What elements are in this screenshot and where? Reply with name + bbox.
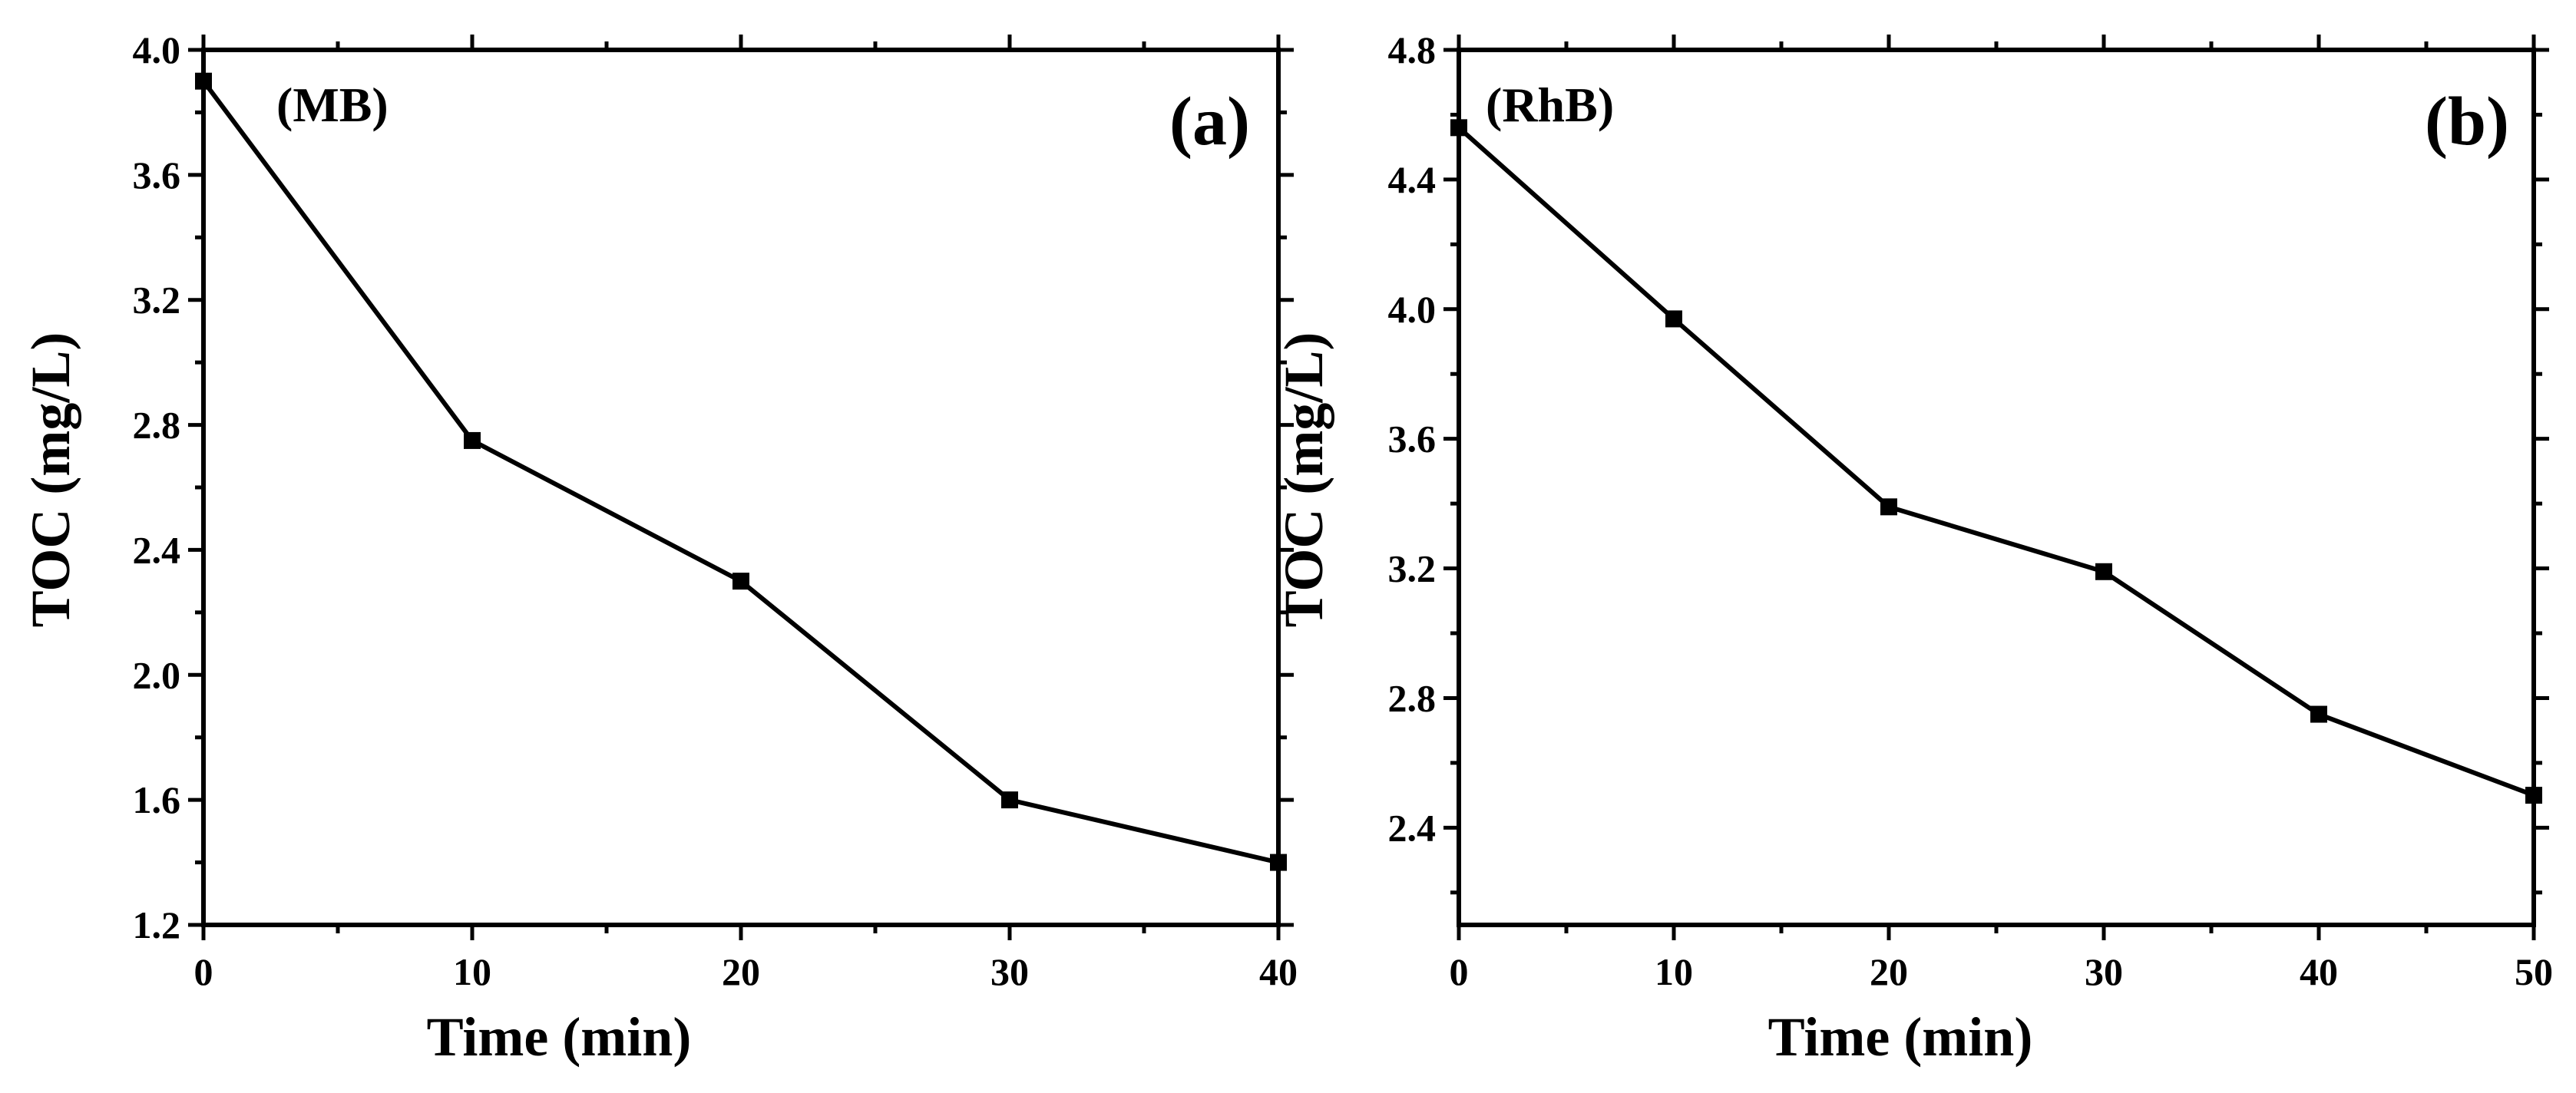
- x-tick-labels-b: 0 10 20 30 40 50: [1450, 950, 2554, 993]
- x-tick-label: 10: [1655, 950, 1693, 993]
- y-tick-label: 1.2: [133, 903, 181, 946]
- data-point-marker: [732, 573, 749, 590]
- y-tick-label: 4.0: [1388, 288, 1437, 331]
- x-tick-label: 20: [722, 950, 760, 993]
- data-point-marker: [2310, 705, 2327, 723]
- x-tick-label: 30: [990, 950, 1029, 993]
- plot-frame-b: [1457, 48, 2536, 927]
- x-tick-label: 20: [1870, 950, 1908, 993]
- data-point-marker: [1880, 498, 1897, 516]
- dye-annotation-a: (MB): [276, 78, 389, 132]
- data-point-marker: [195, 72, 212, 90]
- x-tick-label: 0: [1450, 950, 1469, 993]
- y-tick-label: 1.6: [133, 778, 181, 821]
- x-axis-title-b: Time (min): [1768, 1006, 2033, 1068]
- x-tick-label: 0: [194, 950, 213, 993]
- data-point-marker: [1270, 854, 1287, 871]
- data-series-b: [1450, 119, 2542, 804]
- y-tick-label: 4.4: [1388, 158, 1437, 201]
- x-tick-label: 30: [2085, 950, 2123, 993]
- y-tick-label: 3.6: [1388, 418, 1437, 461]
- data-point-marker: [464, 431, 481, 449]
- x-axis-title-a: Time (min): [427, 1006, 692, 1068]
- series-line: [201, 79, 1279, 865]
- data-point-marker: [2525, 787, 2542, 804]
- x-tick-label: 40: [1259, 950, 1298, 993]
- y-tick-label: 2.4: [133, 528, 181, 571]
- dye-annotation-b: (RhB): [1486, 78, 1614, 132]
- series-line: [1457, 126, 2535, 797]
- y-axis-title-b: TOC (mg/L): [1273, 332, 1334, 628]
- x-tick-label: 50: [2515, 950, 2553, 993]
- y-tick-label: 4.8: [1388, 28, 1437, 71]
- plot-border-a: [201, 48, 1281, 927]
- data-series-a: [195, 72, 1287, 871]
- y-axis-title-a: TOC (mg/L): [20, 332, 81, 628]
- x-tick-labels-a: 0 10 20 30 40: [194, 950, 1298, 993]
- data-point-marker: [2095, 563, 2112, 580]
- y-tick-labels-a: 1.2 1.6 2.0 2.4 2.8 3.2 3.6 4.0: [133, 28, 181, 946]
- chart-panel-a: 1.2 1.6 2.0 2.4 2.8 3.2 3.6 4.0 0 10 20 30 40 Time …: [20, 28, 1298, 1068]
- y-tick-label: 3.6: [133, 154, 181, 196]
- axis-ticks-b: [1443, 35, 2549, 940]
- panel-label-b: (b): [2425, 84, 2509, 160]
- chart-panel-b: 2.4 2.8 3.2 3.6 4.0 4.4 4.8 0 10 20 30 40 50 Time (…: [1273, 28, 2553, 1068]
- y-tick-label: 3.2: [133, 279, 181, 322]
- x-tick-label: 10: [453, 950, 491, 993]
- data-point-marker: [1450, 119, 1467, 137]
- y-tick-label: 2.0: [133, 653, 181, 696]
- y-tick-label: 2.4: [1388, 806, 1437, 849]
- y-tick-label: 2.8: [1388, 676, 1437, 719]
- y-tick-label: 3.2: [1388, 547, 1437, 590]
- panel-label-a: (a): [1169, 84, 1250, 160]
- y-tick-labels-b: 2.4 2.8 3.2 3.6 4.0 4.4 4.8: [1388, 28, 1437, 849]
- y-tick-label: 4.0: [133, 28, 181, 71]
- data-point-marker: [1665, 310, 1682, 328]
- axis-ticks-a: [188, 35, 1294, 940]
- plot-frame-a: [201, 48, 1281, 927]
- x-tick-label: 40: [2300, 950, 2338, 993]
- data-point-marker: [1001, 791, 1018, 809]
- plot-border-b: [1457, 48, 2536, 927]
- y-tick-label: 2.8: [133, 404, 181, 447]
